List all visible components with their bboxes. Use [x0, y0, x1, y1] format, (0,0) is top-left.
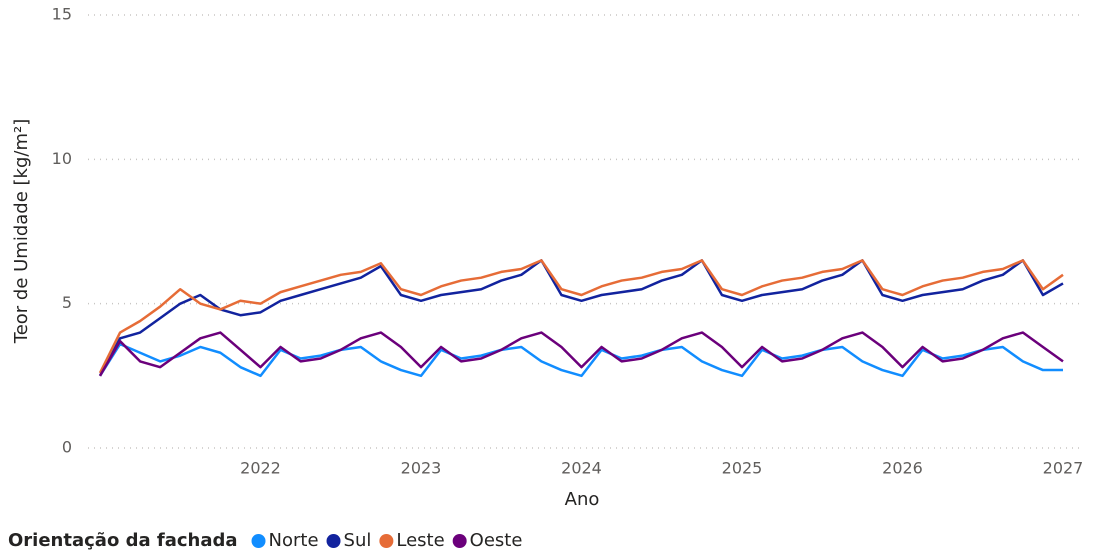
series-line [98, 342, 1063, 378]
legend-marker [326, 534, 341, 548]
x-tick-label: 2023 [401, 459, 442, 478]
series-line [98, 259, 1064, 377]
series-line [98, 331, 1064, 377]
legend-marker [251, 534, 266, 548]
y-tick-label: 5 [62, 293, 72, 312]
legend-marker [379, 534, 394, 548]
y-tick-label: 0 [62, 438, 72, 457]
legend-label: Leste [396, 530, 444, 551]
series-line [98, 259, 1064, 374]
x-tick-label: 2026 [882, 459, 923, 478]
legend-label: Sul [344, 530, 372, 551]
legend-label: Oeste [470, 530, 523, 551]
x-axis-title: Ano [565, 489, 600, 510]
y-tick-label: 15 [52, 5, 72, 24]
legend-title: Orientação da fachada [8, 530, 238, 551]
x-tick-label: 2025 [722, 459, 763, 478]
legend-marker [452, 534, 467, 548]
legend-label: Norte [269, 530, 319, 551]
x-tick-label: 2024 [561, 459, 602, 478]
x-tick-label: 2027 [1043, 459, 1084, 478]
y-axis-title: Teor de Umidade [kg/m²] [11, 119, 32, 344]
y-tick-label: 10 [52, 149, 72, 168]
x-tick-label: 2022 [240, 459, 281, 478]
